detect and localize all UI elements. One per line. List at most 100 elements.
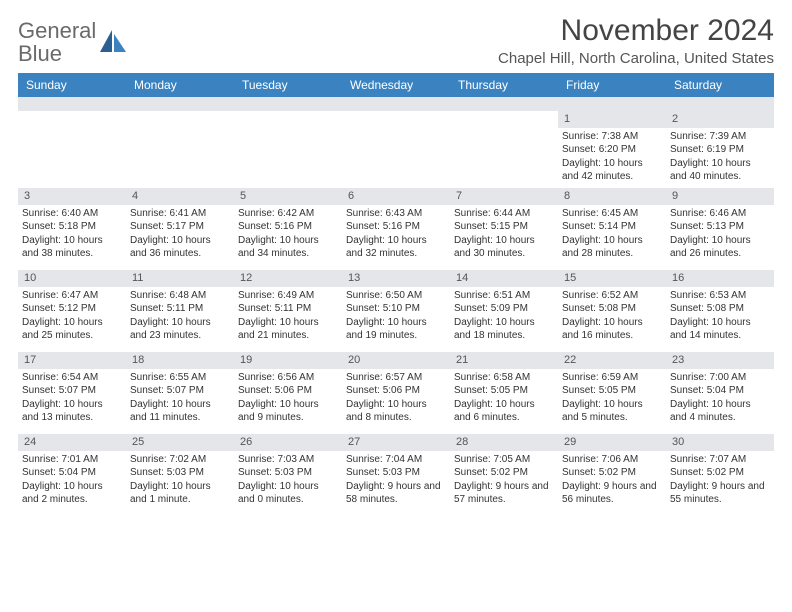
- weeks-container: 1Sunrise: 7:38 AMSunset: 6:20 PMDaylight…: [18, 111, 774, 516]
- daylight-text: Daylight: 10 hours and 30 minutes.: [454, 234, 554, 261]
- day-header: Saturday: [666, 73, 774, 97]
- location-subtitle: Chapel Hill, North Carolina, United Stat…: [498, 50, 774, 67]
- month-title: November 2024: [498, 14, 774, 48]
- date-number: 30: [666, 434, 774, 451]
- day-cell: 19Sunrise: 6:56 AMSunset: 5:06 PMDayligh…: [234, 352, 342, 434]
- sunset-text: Sunset: 5:04 PM: [22, 466, 122, 480]
- daylight-text: Daylight: 10 hours and 18 minutes.: [454, 316, 554, 343]
- empty-cell: [450, 111, 558, 188]
- date-number: 5: [234, 188, 342, 205]
- day-cell: 29Sunrise: 7:06 AMSunset: 5:02 PMDayligh…: [558, 434, 666, 516]
- empty-cell: [342, 111, 450, 188]
- day-cell: 24 Sunrise: 7:01 AMSunset: 5:04 PMDayligh…: [18, 434, 126, 516]
- day-cell: 4Sunrise: 6:41 AMSunset: 5:17 PMDaylight…: [126, 188, 234, 270]
- day-cell: 20Sunrise: 6:57 AMSunset: 5:06 PMDayligh…: [342, 352, 450, 434]
- week-row: 17Sunrise: 6:54 AMSunset: 5:07 PMDayligh…: [18, 352, 774, 434]
- sunset-text: Sunset: 5:04 PM: [670, 384, 770, 398]
- date-number: 20: [342, 352, 450, 369]
- daylight-text: Daylight: 9 hours and 56 minutes.: [562, 480, 662, 507]
- sunset-text: Sunset: 5:13 PM: [670, 220, 770, 234]
- day-cell: 1Sunrise: 7:38 AMSunset: 6:20 PMDaylight…: [558, 111, 666, 188]
- date-number: 2: [666, 111, 774, 128]
- day-cell: 25Sunrise: 7:02 AMSunset: 5:03 PMDayligh…: [126, 434, 234, 516]
- sunrise-text: Sunrise: 7:03 AM: [238, 453, 338, 467]
- empty-cell: [18, 111, 126, 188]
- date-number: 14: [450, 270, 558, 287]
- sunset-text: Sunset: 6:20 PM: [562, 143, 662, 157]
- date-number: 24: [18, 434, 126, 451]
- calendar: Sunday Monday Tuesday Wednesday Thursday…: [18, 73, 774, 516]
- sunset-text: Sunset: 5:02 PM: [562, 466, 662, 480]
- sunset-text: Sunset: 6:19 PM: [670, 143, 770, 157]
- daylight-text: Daylight: 9 hours and 57 minutes.: [454, 480, 554, 507]
- day-cell: 22Sunrise: 6:59 AMSunset: 5:05 PMDayligh…: [558, 352, 666, 434]
- day-cell: 16Sunrise: 6:53 AMSunset: 5:08 PMDayligh…: [666, 270, 774, 352]
- daylight-text: Daylight: 10 hours and 28 minutes.: [562, 234, 662, 261]
- day-cell: 28Sunrise: 7:05 AMSunset: 5:02 PMDayligh…: [450, 434, 558, 516]
- brand-name-part1: General: [18, 18, 96, 43]
- date-number: 4: [126, 188, 234, 205]
- daylight-text: Daylight: 10 hours and 42 minutes.: [562, 157, 662, 184]
- sunset-text: Sunset: 5:11 PM: [130, 302, 230, 316]
- daylight-text: Daylight: 10 hours and 36 minutes.: [130, 234, 230, 261]
- sunrise-text: Sunrise: 6:46 AM: [670, 207, 770, 221]
- day-cell: 17 Sunrise: 6:54 AMSunset: 5:07 PMDayligh…: [18, 352, 126, 434]
- sunset-text: Sunset: 5:10 PM: [346, 302, 446, 316]
- day-cell: 10Sunrise: 6:47 AMSunset: 5:12 PMDayligh…: [18, 270, 126, 352]
- date-number: 22: [558, 352, 666, 369]
- date-number: 7: [450, 188, 558, 205]
- day-cell: 21Sunrise: 6:58 AMSunset: 5:05 PMDayligh…: [450, 352, 558, 434]
- sunrise-text: Sunrise: 6:49 AM: [238, 289, 338, 303]
- sunset-text: Sunset: 5:11 PM: [238, 302, 338, 316]
- sunrise-text: Sunrise: 7:06 AM: [562, 453, 662, 467]
- sunset-text: Sunset: 5:03 PM: [238, 466, 338, 480]
- sunrise-text: Sunrise: 6:54 AM: [22, 371, 122, 385]
- date-number: 17: [18, 352, 126, 369]
- day-header: Sunday: [18, 73, 126, 97]
- date-number: 10: [18, 270, 126, 287]
- sunset-text: Sunset: 5:07 PM: [22, 384, 122, 398]
- sunset-text: Sunset: 5:16 PM: [346, 220, 446, 234]
- daylight-text: Daylight: 10 hours and 2 minutes.: [22, 480, 122, 507]
- date-number: 26: [234, 434, 342, 451]
- sunset-text: Sunset: 5:14 PM: [562, 220, 662, 234]
- day-cell: 26Sunrise: 7:03 AMSunset: 5:03 PMDayligh…: [234, 434, 342, 516]
- day-header: Tuesday: [234, 73, 342, 97]
- sunrise-text: Sunrise: 7:01 AM: [22, 453, 122, 467]
- week-row: 24Sunrise: 7:01 AMSunset: 5:04 PMDayligh…: [18, 434, 774, 516]
- daylight-text: Daylight: 10 hours and 38 minutes.: [22, 234, 122, 261]
- daylight-text: Daylight: 10 hours and 5 minutes.: [562, 398, 662, 425]
- sunrise-text: Sunrise: 6:53 AM: [670, 289, 770, 303]
- daylight-text: Daylight: 9 hours and 55 minutes.: [670, 480, 770, 507]
- date-number: 11: [126, 270, 234, 287]
- header: General Blue November 2024 Chapel Hill, …: [18, 14, 774, 67]
- date-number: 1: [558, 111, 666, 128]
- day-cell: 18Sunrise: 6:55 AMSunset: 5:07 PMDayligh…: [126, 352, 234, 434]
- sunrise-text: Sunrise: 6:58 AM: [454, 371, 554, 385]
- daylight-text: Daylight: 10 hours and 14 minutes.: [670, 316, 770, 343]
- sunrise-text: Sunrise: 6:48 AM: [130, 289, 230, 303]
- daylight-text: Daylight: 10 hours and 9 minutes.: [238, 398, 338, 425]
- sunset-text: Sunset: 5:17 PM: [130, 220, 230, 234]
- day-cell: 7Sunrise: 6:44 AMSunset: 5:15 PMDaylight…: [450, 188, 558, 270]
- sunset-text: Sunset: 5:03 PM: [346, 466, 446, 480]
- date-number: 3: [18, 188, 126, 205]
- sunset-text: Sunset: 5:06 PM: [238, 384, 338, 398]
- date-number: 12: [234, 270, 342, 287]
- date-number: 19: [234, 352, 342, 369]
- date-number: 9: [666, 188, 774, 205]
- date-number: 27: [342, 434, 450, 451]
- daylight-text: Daylight: 10 hours and 40 minutes.: [670, 157, 770, 184]
- sunset-text: Sunset: 5:08 PM: [670, 302, 770, 316]
- brand-text: General Blue: [18, 20, 96, 66]
- day-header-row: Sunday Monday Tuesday Wednesday Thursday…: [18, 73, 774, 97]
- brand-name-part2: Blue: [18, 41, 62, 66]
- brand-logo: General Blue: [18, 14, 128, 66]
- day-cell: 5Sunrise: 6:42 AMSunset: 5:16 PMDaylight…: [234, 188, 342, 270]
- daylight-text: Daylight: 10 hours and 23 minutes.: [130, 316, 230, 343]
- sunset-text: Sunset: 5:02 PM: [670, 466, 770, 480]
- sunrise-text: Sunrise: 6:51 AM: [454, 289, 554, 303]
- daylight-text: Daylight: 10 hours and 13 minutes.: [22, 398, 122, 425]
- date-number: 25: [126, 434, 234, 451]
- day-header: Wednesday: [342, 73, 450, 97]
